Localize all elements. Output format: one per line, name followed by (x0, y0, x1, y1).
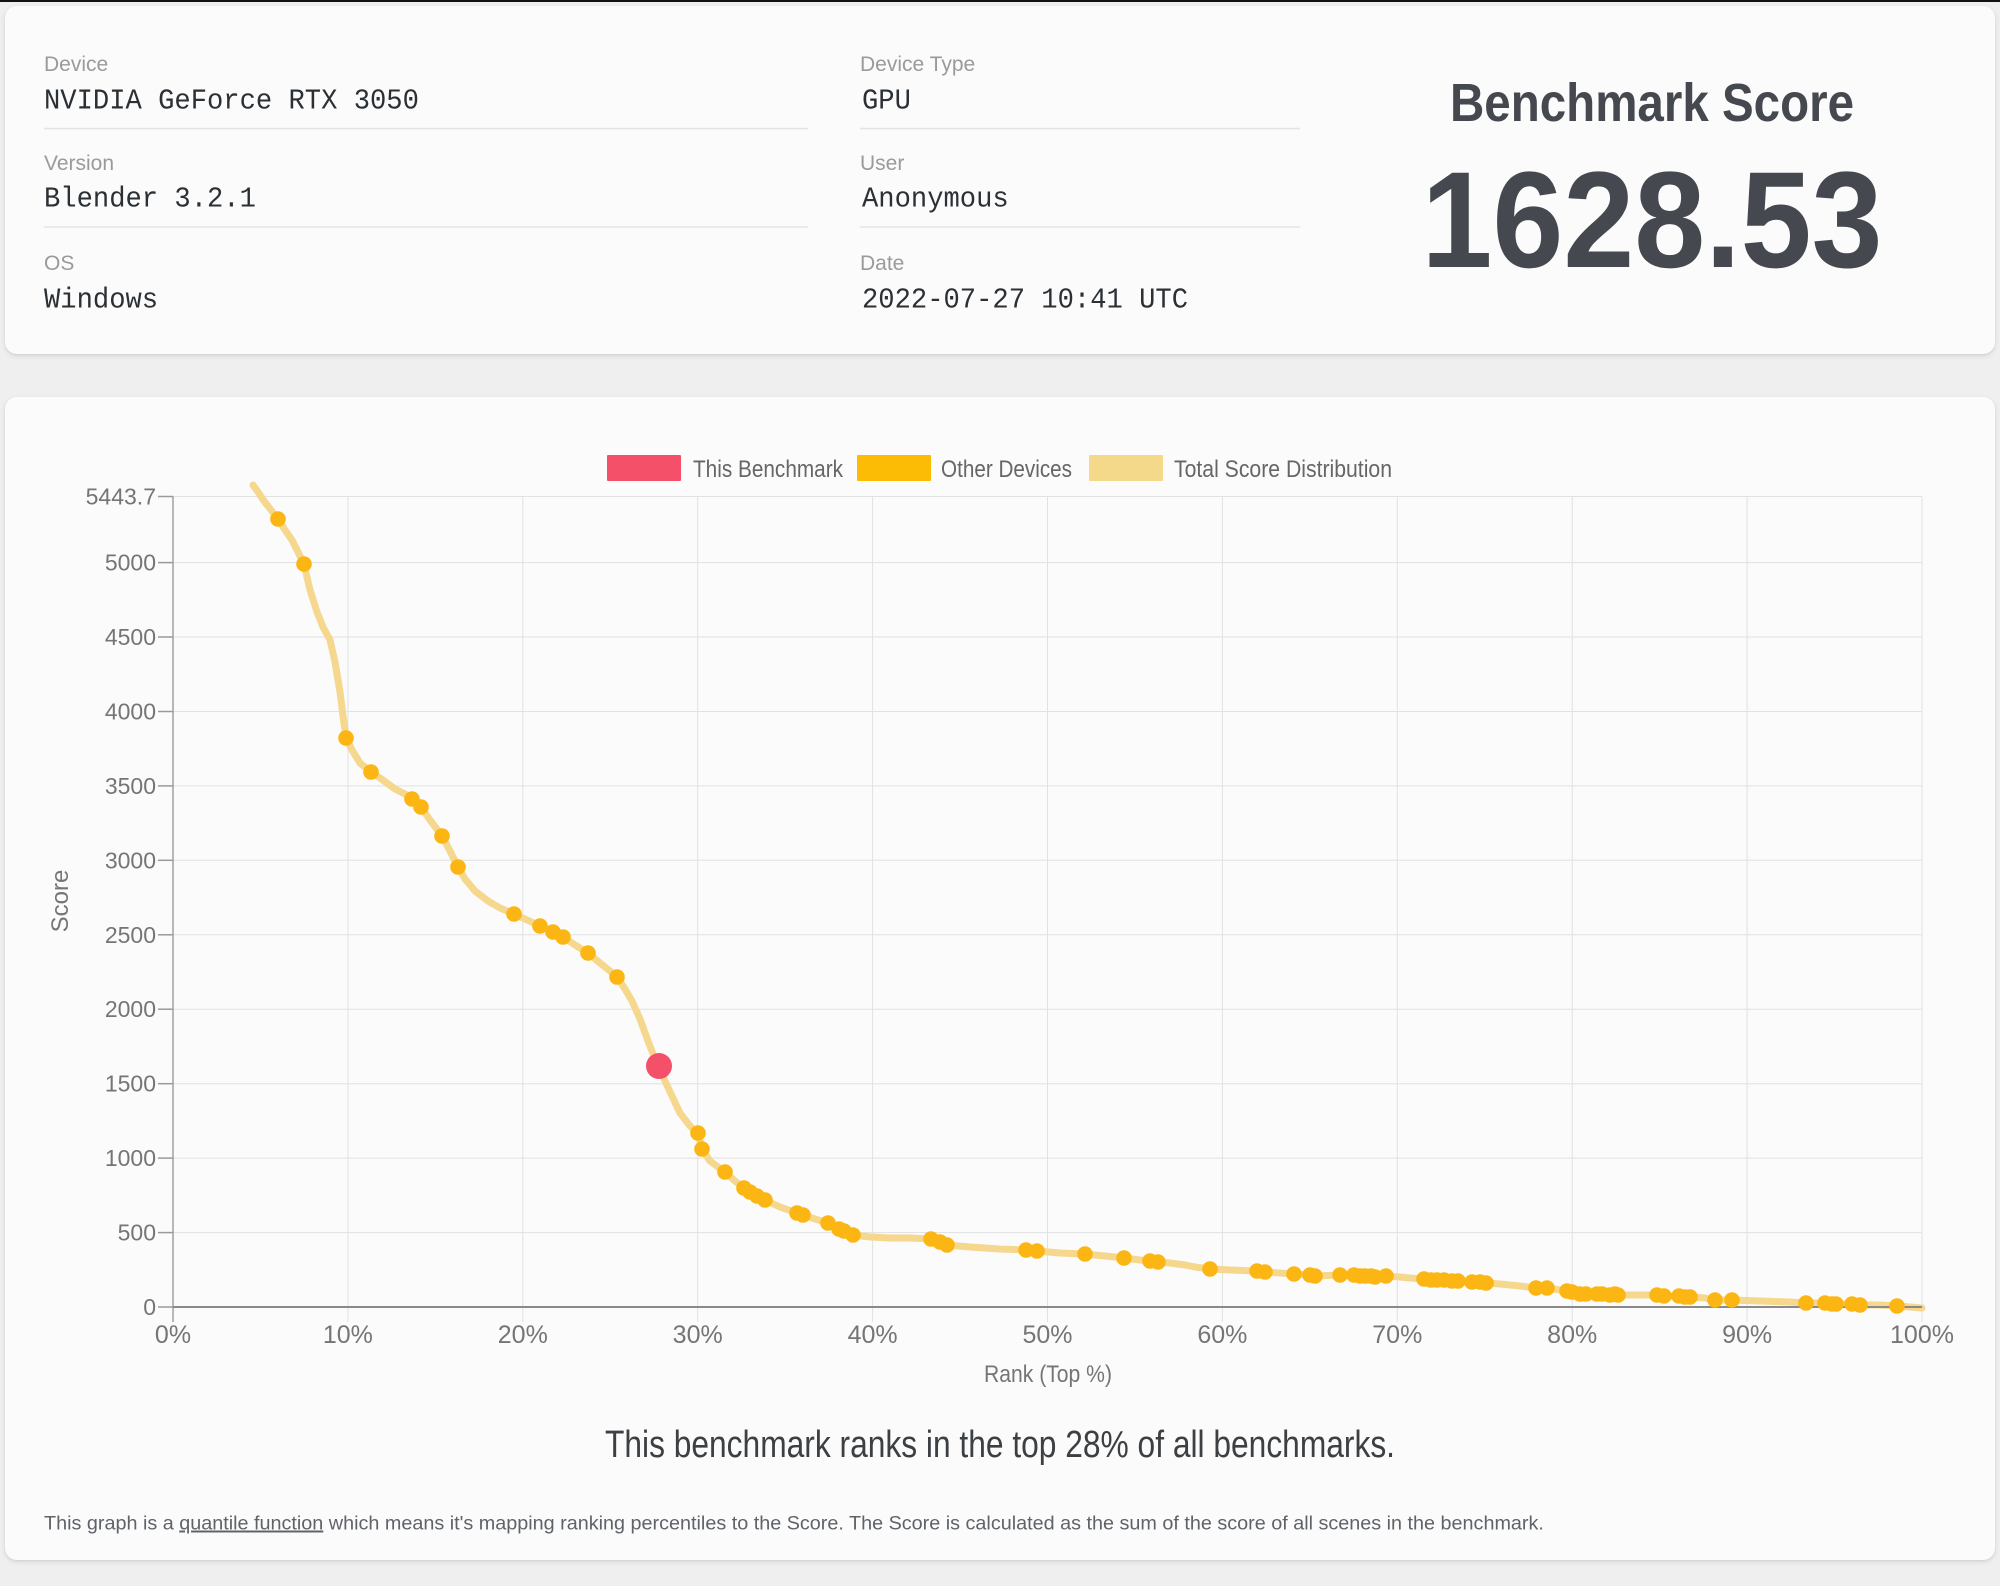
svg-text:80%: 80% (1547, 1321, 1597, 1349)
svg-text:Windows: Windows (44, 284, 158, 317)
svg-text:20%: 20% (498, 1321, 548, 1349)
svg-text:Version: Version (44, 152, 114, 175)
svg-text:70%: 70% (1372, 1321, 1422, 1349)
svg-text:30%: 30% (673, 1321, 723, 1349)
svg-text:2000: 2000 (105, 996, 156, 1022)
svg-text:2500: 2500 (105, 922, 156, 948)
svg-text:1000: 1000 (105, 1145, 156, 1171)
svg-text:GPU: GPU (862, 85, 911, 118)
svg-text:1628.53: 1628.53 (1422, 144, 1883, 297)
svg-text:This Benchmark: This Benchmark (693, 456, 844, 483)
svg-text:4000: 4000 (105, 699, 156, 725)
svg-text:Device Type: Device Type (860, 53, 975, 76)
svg-text:Device: Device (44, 53, 108, 76)
svg-text:Benchmark Score: Benchmark Score (1450, 73, 1854, 133)
svg-text:3500: 3500 (105, 773, 156, 799)
svg-text:0: 0 (143, 1294, 156, 1320)
svg-text:0%: 0% (155, 1321, 191, 1349)
svg-text:This graph is a quantile funct: This graph is a quantile function which … (44, 1513, 1544, 1535)
svg-text:5000: 5000 (105, 550, 156, 576)
svg-text:This benchmark ranks in the to: This benchmark ranks in the top 28% of a… (605, 1424, 1395, 1466)
svg-text:NVIDIA GeForce RTX 3050: NVIDIA GeForce RTX 3050 (44, 85, 419, 118)
svg-text:90%: 90% (1722, 1321, 1772, 1349)
svg-text:User: User (860, 152, 904, 175)
svg-text:500: 500 (118, 1220, 156, 1246)
svg-text:100%: 100% (1890, 1321, 1954, 1349)
svg-text:4500: 4500 (105, 624, 156, 650)
svg-text:Rank (Top %): Rank (Top %) (984, 1361, 1112, 1388)
svg-text:40%: 40% (848, 1321, 898, 1349)
svg-text:OS: OS (44, 252, 74, 275)
svg-text:Blender 3.2.1: Blender 3.2.1 (44, 183, 256, 216)
svg-text:2022-07-27 10:41 UTC: 2022-07-27 10:41 UTC (862, 284, 1188, 317)
svg-text:60%: 60% (1197, 1321, 1247, 1349)
svg-text:Total Score Distribution: Total Score Distribution (1174, 456, 1392, 483)
svg-text:3000: 3000 (105, 847, 156, 873)
svg-text:10%: 10% (323, 1321, 373, 1349)
svg-text:Anonymous: Anonymous (862, 183, 1009, 216)
svg-text:1500: 1500 (105, 1071, 156, 1097)
svg-text:Score: Score (47, 870, 74, 933)
svg-text:50%: 50% (1022, 1321, 1072, 1349)
svg-text:Other Devices: Other Devices (941, 456, 1072, 483)
svg-text:Date: Date (860, 252, 904, 275)
svg-text:5443.7: 5443.7 (86, 484, 156, 510)
